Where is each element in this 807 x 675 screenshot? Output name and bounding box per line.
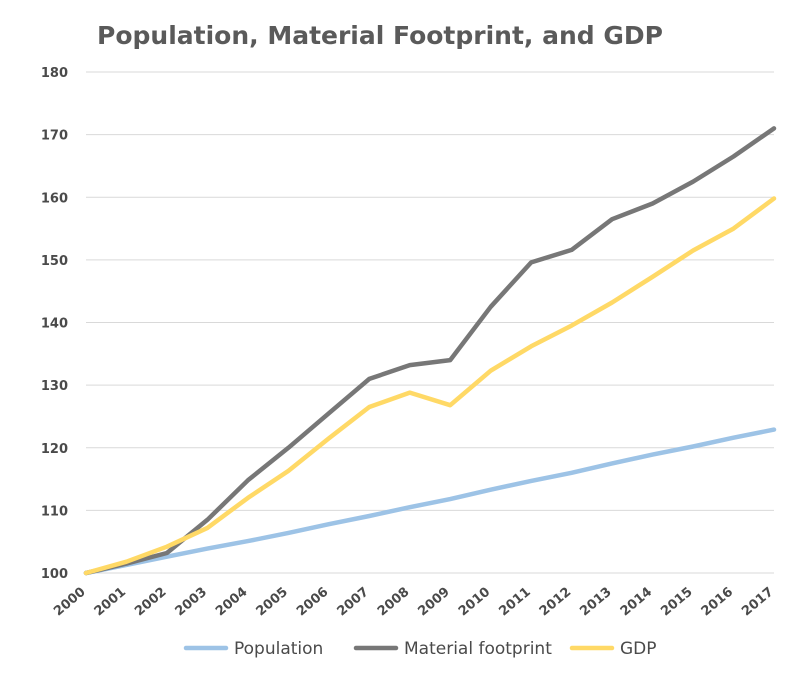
x-tick-label: 2015 xyxy=(658,585,695,620)
legend-label: GDP xyxy=(620,639,657,659)
series-lines xyxy=(83,126,777,576)
series-line-gdp xyxy=(83,196,777,576)
x-tick-label: 2014 xyxy=(618,585,655,620)
x-tick-label: 2005 xyxy=(254,585,291,620)
y-tick-label: 130 xyxy=(41,379,68,394)
x-tick-label: 2008 xyxy=(375,585,412,620)
chart-title: Population, Material Footprint, and GDP xyxy=(97,21,663,50)
x-tick-label: 2000 xyxy=(51,585,88,620)
x-tick-label: 2002 xyxy=(132,585,169,620)
y-tick-label: 120 xyxy=(41,442,68,457)
x-tick-label: 2013 xyxy=(577,585,614,620)
series-line-material-footprint xyxy=(83,126,777,576)
y-tick-label: 170 xyxy=(41,129,68,144)
x-tick-label: 2009 xyxy=(415,585,452,620)
legend: Population Material footprint GDP xyxy=(183,639,657,659)
x-tick-label: 2012 xyxy=(537,585,574,620)
y-tick-label: 110 xyxy=(41,504,68,519)
x-tick-label: 2004 xyxy=(213,585,250,620)
y-tick-label: 100 xyxy=(41,567,68,582)
x-tick-label: 2011 xyxy=(496,585,533,620)
x-tick-label: 2001 xyxy=(92,585,129,620)
x-tick-label: 2007 xyxy=(335,585,372,620)
x-tick-label: 2016 xyxy=(699,585,736,620)
gridlines xyxy=(86,71,774,574)
y-tick-label: 160 xyxy=(41,191,68,206)
x-tick-label: 2017 xyxy=(739,585,776,620)
y-tick-label: 140 xyxy=(41,317,68,332)
x-axis-tick-labels: 2000 2001 2002 2003 2004 2005 2006 2007 2008 2009… xyxy=(51,585,776,620)
x-tick-label: 2003 xyxy=(173,585,210,620)
legend-label: Population xyxy=(234,639,323,659)
legend-label: Material footprint xyxy=(404,639,552,659)
series-line-population xyxy=(83,427,777,576)
y-axis-tick-labels: 100 110 120 130 140 150 160 170 180 xyxy=(41,66,68,582)
y-tick-label: 180 xyxy=(41,66,68,81)
x-tick-label: 2006 xyxy=(294,585,331,620)
y-tick-label: 150 xyxy=(41,254,68,269)
x-tick-label: 2010 xyxy=(456,585,493,620)
